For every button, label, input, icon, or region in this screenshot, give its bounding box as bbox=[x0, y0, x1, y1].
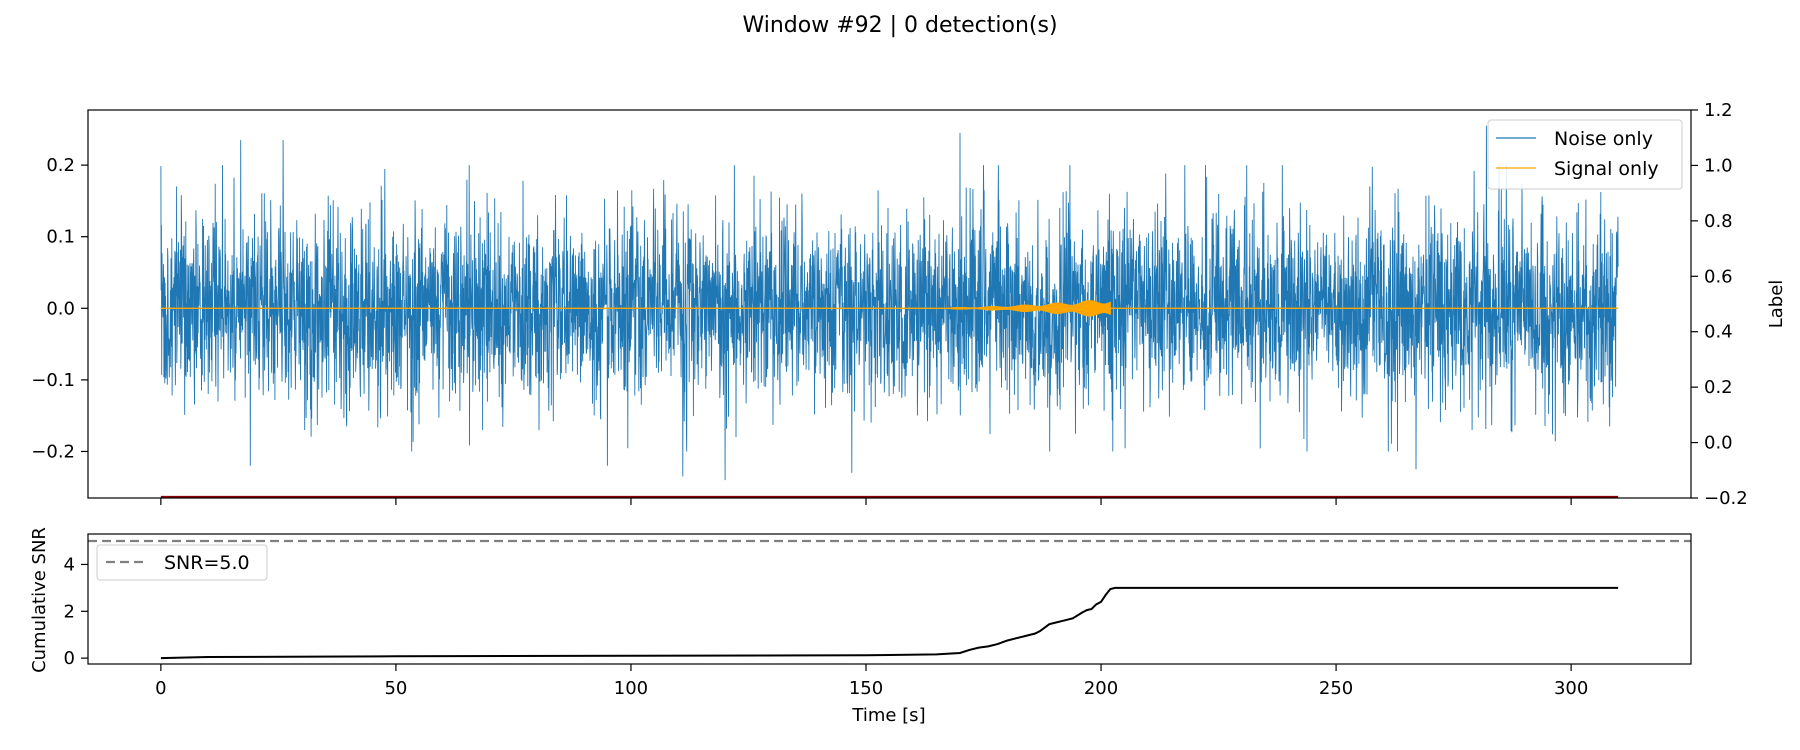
x-tick-label: 100 bbox=[614, 678, 648, 699]
y-tick-label: 0.2 bbox=[46, 155, 75, 176]
y2-tick-label: 0.0 bbox=[1704, 433, 1733, 454]
legend-threshold-label: SNR=5.0 bbox=[164, 552, 250, 574]
y2-tick-label: 0.8 bbox=[1704, 211, 1733, 232]
bottom-legend: SNR=5.0 bbox=[96, 544, 268, 581]
y2-tick-label: 1.2 bbox=[1704, 100, 1733, 121]
top-x-axis bbox=[160, 498, 1572, 505]
y2-tick-label: 1.0 bbox=[1704, 155, 1733, 176]
top-axes-frame bbox=[87, 109, 1692, 499]
top-plot-area bbox=[160, 125, 1619, 499]
y2-tick-label: −0.2 bbox=[1704, 488, 1748, 509]
y2-tick-label: 0.2 bbox=[1704, 377, 1733, 398]
bottom-panel: 0 2 4 0 50 100 150 200 250 300 Cumulative SNR Ti… bbox=[29, 527, 1692, 726]
cumulative-snr-line bbox=[160, 586, 1619, 660]
x-tick-label: 300 bbox=[1554, 678, 1588, 699]
top-y2-axis: −0.2 0.0 0.2 0.4 0.6 0.8 1.0 1.2 bbox=[1691, 100, 1748, 509]
y2-tick-label: 0.6 bbox=[1704, 266, 1733, 287]
y-tick-label: 0.1 bbox=[46, 227, 75, 248]
x-tick-label: 0 bbox=[155, 678, 166, 699]
y2-tick-label: 0.4 bbox=[1704, 322, 1733, 343]
bottom-x-axis: 0 50 100 150 200 250 300 bbox=[155, 664, 1588, 699]
x-tick-label: 50 bbox=[384, 678, 407, 699]
top-panel: −0.2 −0.1 0.0 0.1 0.2 −0.2 0.0 0.2 0.4 0.6 0.8 1.0… bbox=[31, 100, 1787, 509]
bottom-plot-clip bbox=[88, 539, 1691, 660]
y2-axis-label: Label bbox=[1766, 280, 1787, 329]
y-tick-label: 2 bbox=[64, 601, 75, 622]
top-legend-frame bbox=[1487, 119, 1683, 190]
bottom-legend-frame bbox=[96, 544, 268, 581]
top-plot-clip bbox=[160, 125, 1619, 481]
x-axis-label: Time [s] bbox=[851, 705, 925, 726]
top-y-axis: −0.2 −0.1 0.0 0.1 0.2 bbox=[31, 155, 88, 462]
x-tick-label: 200 bbox=[1084, 678, 1118, 699]
legend-noise-label: Noise only bbox=[1554, 128, 1653, 150]
y-tick-label: −0.1 bbox=[31, 370, 75, 391]
y-tick-label: −0.2 bbox=[31, 441, 75, 462]
y-tick-label: 4 bbox=[64, 554, 75, 575]
bottom-axes-frame bbox=[87, 533, 1692, 665]
x-tick-label: 150 bbox=[849, 678, 883, 699]
top-legend: Noise only Signal only bbox=[1487, 119, 1683, 190]
bottom-y-axis: 0 2 4 bbox=[64, 554, 88, 669]
y-axis-label: Cumulative SNR bbox=[29, 527, 50, 673]
y-tick-label: 0.0 bbox=[46, 298, 75, 319]
noise-series-line bbox=[160, 125, 1619, 481]
signal-burst bbox=[950, 300, 1111, 317]
legend-signal-label: Signal only bbox=[1554, 158, 1659, 180]
y-tick-label: 0 bbox=[64, 648, 75, 669]
figure-title: Window #92 | 0 detection(s) bbox=[742, 13, 1057, 38]
x-tick-label: 250 bbox=[1319, 678, 1353, 699]
